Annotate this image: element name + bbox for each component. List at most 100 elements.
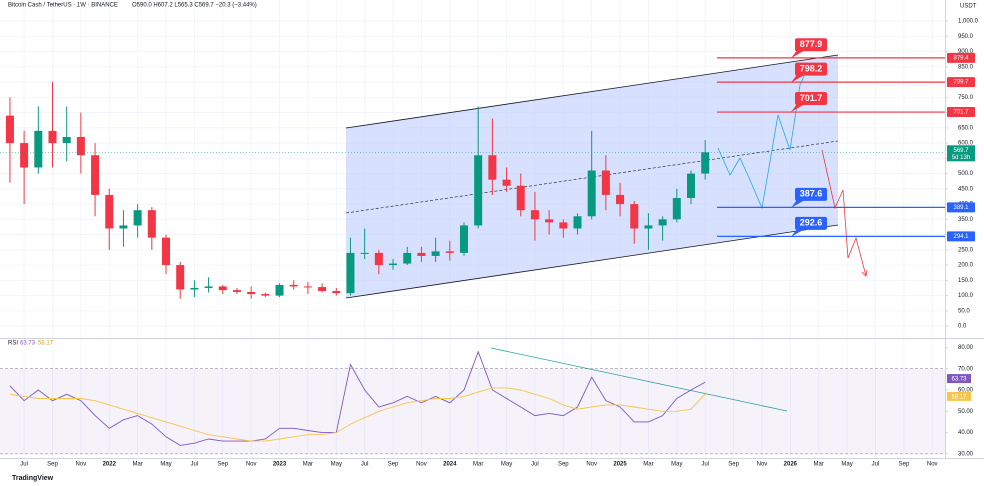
y-tick-label: 50.0	[958, 308, 970, 314]
channel-mid	[345, 140, 839, 214]
x-tick-label: Jul	[872, 462, 880, 468]
x-tick-label: Nov	[757, 462, 768, 468]
rsi-value-label: 58.17	[951, 394, 967, 400]
candle-body	[147, 210, 156, 238]
level-tag	[947, 52, 975, 63]
candle-body	[48, 130, 57, 144]
candle-body	[459, 225, 468, 253]
candle-body	[204, 286, 213, 288]
channel-lower	[345, 224, 839, 299]
y-tick-label: 150.0	[958, 278, 974, 284]
candle-body	[20, 143, 29, 168]
y-tick-label: 500.0	[958, 171, 974, 177]
x-tick-label: May	[160, 462, 171, 468]
callout-label: 387.6	[800, 189, 823, 199]
rsi-legend: RSI	[8, 341, 18, 347]
callout-label: 798.2	[800, 63, 823, 73]
price-pane	[5, 82, 710, 299]
level-tag-label: 701.7	[953, 110, 969, 116]
x-tick-label: Mar	[473, 462, 483, 468]
x-tick-label: Jul	[701, 462, 709, 468]
candle-body	[232, 290, 241, 292]
rsi-legend-value: 63.73	[20, 341, 36, 347]
symbol-title: Bitcoin Cash / TetherUS · 1W · BINANCE	[8, 3, 118, 9]
candle-body	[687, 173, 696, 198]
rsi-ma-legend-value: 58.17	[38, 341, 54, 347]
projection-arrow	[861, 269, 868, 277]
rsi-band	[0, 368, 945, 454]
candle-body	[318, 287, 327, 292]
x-tick-label: Sep	[899, 462, 910, 468]
callout-pointer	[791, 199, 805, 208]
candle-body	[630, 204, 639, 229]
candle-body	[374, 252, 383, 266]
x-tick-label: Nov	[416, 462, 427, 468]
x-tick-label: 2025	[613, 462, 627, 468]
candle-body	[502, 179, 511, 186]
callout-box	[795, 216, 827, 230]
candle-body	[119, 225, 128, 229]
y-tick-label: 0.0	[958, 324, 967, 330]
candle-body	[275, 284, 284, 296]
x-tick-label: Mar	[132, 462, 142, 468]
candle-body	[190, 287, 199, 290]
candle-body	[34, 130, 43, 168]
candle-body	[105, 194, 114, 229]
candle-body	[162, 237, 171, 266]
rsi-value-tag	[947, 374, 971, 384]
candle-body	[289, 284, 298, 287]
callout-label: 877.9	[800, 39, 823, 49]
x-tick-label: Sep	[728, 462, 739, 468]
candle-body	[474, 155, 483, 226]
x-tick-label: 2023	[273, 462, 287, 468]
last-price-tag	[947, 145, 975, 162]
x-tick-label: Jul	[361, 462, 369, 468]
y-tick-label: 650.0	[958, 125, 974, 131]
last-price-label: 569.7	[953, 148, 969, 154]
x-tick-label: May	[671, 462, 682, 468]
callout-box	[795, 187, 827, 201]
candle-body	[445, 251, 454, 253]
callout-pointer	[791, 50, 805, 59]
y-tick-label: 50.00	[958, 409, 974, 415]
candle-body	[62, 136, 71, 144]
x-tick-label: May	[331, 462, 342, 468]
channel-upper	[345, 54, 839, 129]
candle-body	[545, 219, 554, 223]
y-tick-label: 80.00	[958, 345, 974, 351]
candle-body	[176, 265, 185, 290]
candle-body	[672, 197, 681, 220]
candle-body	[644, 225, 653, 229]
level-tag	[947, 77, 975, 88]
y-tick-label: 100.0	[958, 293, 974, 299]
candle-body	[133, 210, 142, 226]
x-tick-label: Sep	[217, 462, 228, 468]
callout-label: 292.6	[800, 218, 823, 228]
x-tick-label: Nov	[586, 462, 597, 468]
callout-box	[795, 38, 827, 52]
countdown: 5d 13h	[952, 155, 970, 161]
x-tick-label: Nov	[927, 462, 938, 468]
x-tick-label: Nov	[76, 462, 87, 468]
y-tick-label: 850.0	[958, 64, 974, 70]
callout-pointer	[791, 104, 805, 113]
candle-body	[573, 216, 582, 229]
candle-body	[701, 152, 710, 174]
candle-body	[530, 210, 539, 220]
rsi-trendline	[490, 347, 788, 412]
level-tag	[947, 202, 975, 213]
candle-body	[616, 194, 625, 205]
candle-body	[587, 170, 596, 217]
x-tick-label: Jul	[20, 462, 28, 468]
level-tag	[947, 231, 975, 242]
candle-body	[389, 263, 398, 266]
candle-body	[431, 251, 440, 256]
y-tick-label: 1,000.0	[958, 19, 979, 25]
candle-body	[218, 286, 227, 291]
candle-body	[303, 286, 312, 288]
y-tick-label: 250.0	[958, 247, 974, 253]
candle-body	[346, 252, 355, 294]
level-tag	[947, 107, 975, 118]
x-tick-label: Sep	[558, 462, 569, 468]
